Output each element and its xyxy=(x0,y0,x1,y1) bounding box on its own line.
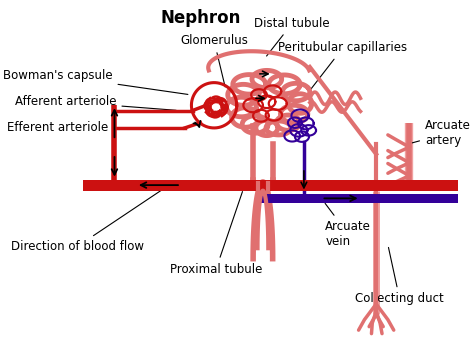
Text: Glomerulus: Glomerulus xyxy=(180,34,248,87)
FancyBboxPatch shape xyxy=(259,194,458,203)
FancyBboxPatch shape xyxy=(83,180,458,191)
Text: Arcuate
artery: Arcuate artery xyxy=(412,119,471,147)
Text: Efferent arteriole: Efferent arteriole xyxy=(8,121,163,134)
Text: Arcuate
vein: Arcuate vein xyxy=(325,203,371,248)
Text: Collecting duct: Collecting duct xyxy=(355,247,444,305)
Text: Peritubular capillaries: Peritubular capillaries xyxy=(278,41,408,91)
Text: Direction of blood flow: Direction of blood flow xyxy=(11,190,161,253)
Text: Proximal tubule: Proximal tubule xyxy=(170,191,262,276)
Text: Distal tubule: Distal tubule xyxy=(255,17,330,56)
Text: Nephron: Nephron xyxy=(160,9,241,27)
Text: Afferent arteriole: Afferent arteriole xyxy=(15,95,176,110)
Text: Bowman's capsule: Bowman's capsule xyxy=(3,69,188,94)
